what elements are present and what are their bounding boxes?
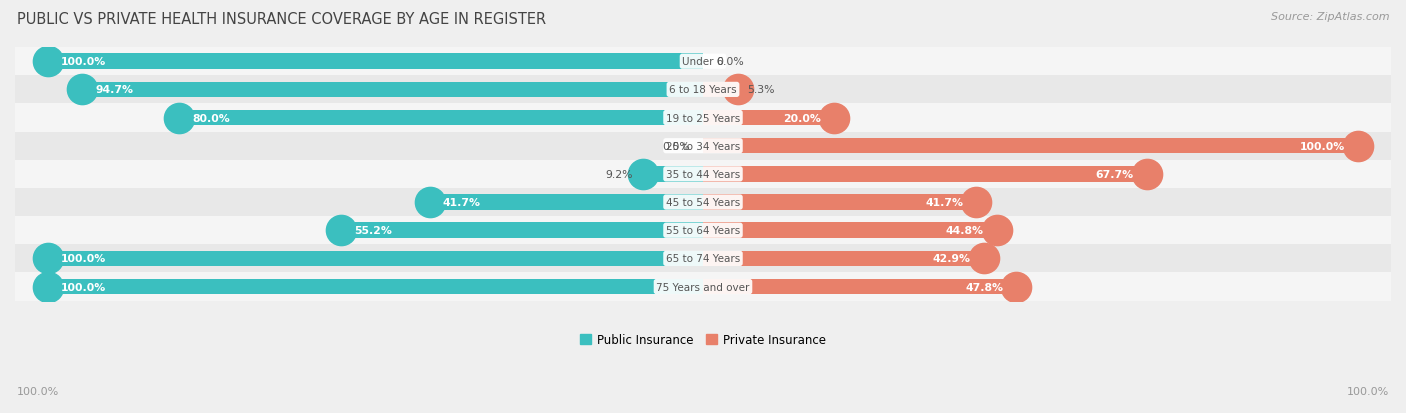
Bar <box>15 245 1391 273</box>
Bar <box>15 104 1391 132</box>
Bar <box>15 48 1391 76</box>
Text: 75 Years and over: 75 Years and over <box>657 282 749 292</box>
Text: 25 to 34 Years: 25 to 34 Years <box>666 141 740 151</box>
Text: 67.7%: 67.7% <box>1095 169 1133 180</box>
Text: 41.7%: 41.7% <box>443 197 481 208</box>
Text: 80.0%: 80.0% <box>191 113 229 123</box>
Text: 0.0%: 0.0% <box>716 57 744 67</box>
Text: 44.8%: 44.8% <box>945 225 983 236</box>
Bar <box>15 273 1391 301</box>
Text: 6 to 18 Years: 6 to 18 Years <box>669 85 737 95</box>
Text: 100.0%: 100.0% <box>60 254 105 264</box>
Bar <box>48 251 703 266</box>
Text: Under 6: Under 6 <box>682 57 724 67</box>
Bar <box>15 216 1391 245</box>
Text: 0.0%: 0.0% <box>662 141 690 151</box>
Text: 100.0%: 100.0% <box>60 282 105 292</box>
Text: 100.0%: 100.0% <box>60 57 105 67</box>
Text: 47.8%: 47.8% <box>965 282 1002 292</box>
Text: 55.2%: 55.2% <box>354 225 392 236</box>
Bar <box>703 223 997 238</box>
Bar <box>48 279 703 294</box>
Bar <box>15 188 1391 216</box>
Bar <box>15 76 1391 104</box>
Bar <box>430 195 703 210</box>
Text: 65 to 74 Years: 65 to 74 Years <box>666 254 740 264</box>
Text: 45 to 54 Years: 45 to 54 Years <box>666 197 740 208</box>
Bar <box>703 139 1358 154</box>
Text: 9.2%: 9.2% <box>606 169 633 180</box>
Bar <box>703 111 834 126</box>
Text: 55 to 64 Years: 55 to 64 Years <box>666 225 740 236</box>
Bar <box>703 83 738 98</box>
Text: 42.9%: 42.9% <box>934 254 972 264</box>
Text: 35 to 44 Years: 35 to 44 Years <box>666 169 740 180</box>
Text: 41.7%: 41.7% <box>925 197 963 208</box>
Text: 100.0%: 100.0% <box>1301 141 1346 151</box>
Bar <box>703 279 1017 294</box>
Text: 94.7%: 94.7% <box>96 85 134 95</box>
Text: 100.0%: 100.0% <box>1347 387 1389 396</box>
Bar <box>703 195 976 210</box>
Text: Source: ZipAtlas.com: Source: ZipAtlas.com <box>1271 12 1389 22</box>
Bar <box>83 83 703 98</box>
Bar <box>342 223 703 238</box>
Text: 100.0%: 100.0% <box>17 387 59 396</box>
Text: 20.0%: 20.0% <box>783 113 821 123</box>
Bar <box>15 132 1391 160</box>
Text: PUBLIC VS PRIVATE HEALTH INSURANCE COVERAGE BY AGE IN REGISTER: PUBLIC VS PRIVATE HEALTH INSURANCE COVER… <box>17 12 546 27</box>
Bar <box>643 167 703 182</box>
Bar <box>179 111 703 126</box>
Bar <box>703 167 1147 182</box>
Bar <box>703 251 984 266</box>
Text: 5.3%: 5.3% <box>748 85 775 95</box>
Legend: Public Insurance, Private Insurance: Public Insurance, Private Insurance <box>575 328 831 351</box>
Text: 19 to 25 Years: 19 to 25 Years <box>666 113 740 123</box>
Bar <box>15 160 1391 188</box>
Bar <box>48 55 703 70</box>
